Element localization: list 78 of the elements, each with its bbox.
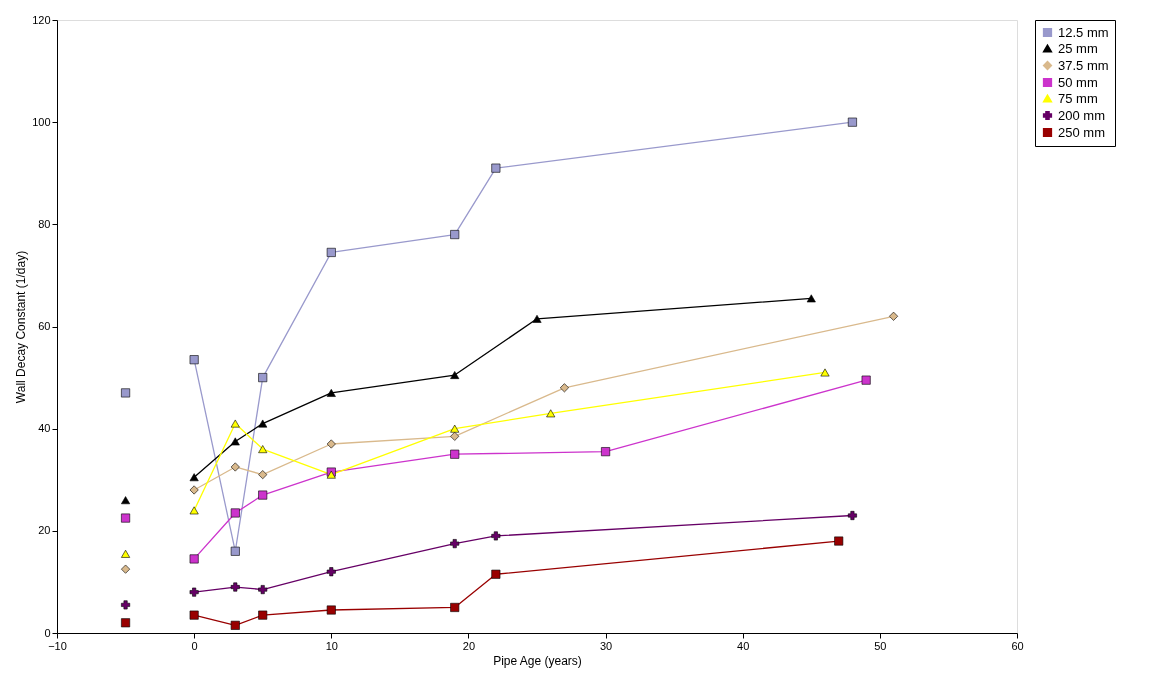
- point: [230, 508, 240, 518]
- y-tick-label: 20: [38, 524, 51, 537]
- point: [189, 485, 199, 495]
- legend-label: 250 mm: [1058, 124, 1105, 140]
- point: [326, 567, 336, 577]
- y-axis-title: Wall Decay Constant (1/day): [14, 250, 29, 404]
- point: [559, 383, 569, 393]
- x-tick-label: 0: [191, 639, 198, 652]
- y-tick-label: 80: [38, 217, 51, 230]
- point: [326, 605, 336, 615]
- point: [230, 582, 240, 592]
- x-tick-label: 50: [874, 639, 887, 652]
- point: [258, 373, 268, 383]
- point: [532, 314, 542, 323]
- point: [258, 610, 268, 620]
- point: [230, 419, 240, 428]
- point: [189, 355, 199, 365]
- point: [258, 470, 268, 480]
- y-tick-label: 40: [38, 422, 51, 435]
- point: [450, 539, 460, 549]
- point: [326, 439, 336, 449]
- point: [450, 431, 460, 441]
- point: [491, 163, 501, 173]
- point: [189, 473, 199, 482]
- point: [847, 117, 857, 127]
- point: [230, 462, 240, 472]
- point: [230, 546, 240, 556]
- point: [820, 368, 830, 377]
- point: [806, 294, 816, 303]
- point: [189, 554, 199, 564]
- point: [326, 247, 336, 257]
- point: [847, 511, 857, 520]
- point: [450, 449, 460, 459]
- legend-label: 25 mm: [1058, 40, 1098, 56]
- legend-label: 37.5 mm: [1058, 57, 1109, 73]
- point: [450, 371, 460, 379]
- legend-label: 12.5 mm: [1058, 24, 1109, 40]
- legend-label: 75 mm: [1058, 90, 1098, 106]
- x-axis-title: Pipe Age (years): [493, 653, 582, 668]
- point: [121, 618, 131, 628]
- point: [121, 496, 131, 505]
- point: [121, 513, 131, 523]
- point: [491, 531, 501, 541]
- point: [601, 447, 611, 457]
- point: [230, 437, 240, 446]
- legend-label: 200 mm: [1058, 107, 1105, 123]
- point: [546, 409, 556, 418]
- x-tick-label: 30: [599, 639, 613, 652]
- legend-label: 50 mm: [1058, 74, 1098, 90]
- point: [121, 600, 131, 610]
- x-tick-label: 20: [462, 639, 476, 652]
- point: [189, 610, 199, 620]
- x-tick-label: −10: [48, 639, 67, 652]
- point: [121, 388, 131, 398]
- point: [258, 585, 268, 595]
- point: [491, 569, 501, 579]
- point: [326, 388, 336, 397]
- point: [450, 424, 460, 433]
- x-tick-label: 10: [325, 639, 338, 652]
- x-tick-label: 40: [737, 639, 750, 652]
- point: [230, 620, 240, 630]
- x-tick-label: 60: [1011, 639, 1024, 652]
- point: [258, 490, 268, 500]
- y-tick-label: 120: [32, 13, 51, 26]
- point: [889, 311, 899, 321]
- point: [121, 549, 131, 558]
- point: [189, 506, 199, 515]
- y-tick-label: 0: [44, 626, 51, 639]
- point: [121, 564, 131, 574]
- point: [258, 445, 268, 454]
- point: [861, 375, 871, 385]
- point: [450, 230, 460, 240]
- point: [450, 602, 460, 612]
- point: [258, 419, 268, 428]
- point: [834, 536, 844, 546]
- y-tick-label: 100: [32, 115, 51, 128]
- point: [189, 587, 199, 597]
- y-tick-label: 60: [38, 320, 51, 332]
